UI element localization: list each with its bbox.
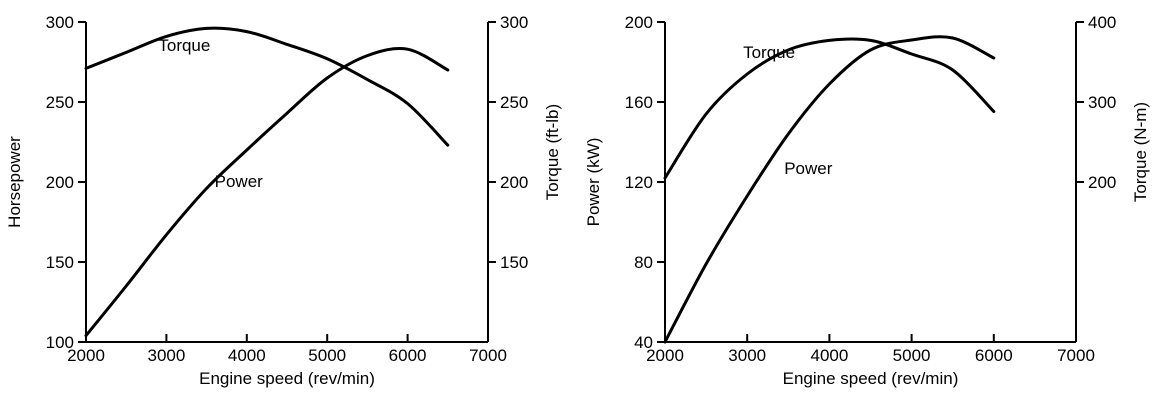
chart-power-kw-torque-nm: 2000 3000 4000 5000 6000 7000 40 80 120 160 200 200… <box>584 13 1150 388</box>
power-curve-label: Power <box>784 159 833 178</box>
right-y-tick-label: 200 <box>1088 173 1116 192</box>
right-y-tick-label: 150 <box>500 253 528 272</box>
right-y-axis-title: Torque (ft-lb) <box>543 104 562 200</box>
torque-curve-label: Torque <box>158 36 210 55</box>
left-y-tick-label: 80 <box>634 253 653 272</box>
left-y-tick-label: 200 <box>46 173 74 192</box>
right-y-tick-label: 300 <box>1088 93 1116 112</box>
left-y-axis-title: Horsepower <box>5 136 24 228</box>
power-curve <box>663 35 996 344</box>
left-y-tick-label: 100 <box>46 333 74 352</box>
x-tick-label: 4000 <box>810 346 848 365</box>
x-tick-label: 3000 <box>147 346 185 365</box>
left-y-tick-label: 250 <box>46 93 74 112</box>
left-y-tick-label: 160 <box>625 93 653 112</box>
x-tick-label: 7000 <box>1057 346 1095 365</box>
right-y-tick-label: 300 <box>500 13 528 32</box>
x-tick-label: 6000 <box>975 346 1013 365</box>
x-axis-title: Engine speed (rev/min) <box>783 369 959 388</box>
right-y-axis-title: Torque (N-m) <box>1131 102 1150 202</box>
power-curve <box>84 47 450 338</box>
right-y-tick-label: 400 <box>1088 13 1116 32</box>
chart-horsepower-torque: 2000 3000 4000 5000 6000 7000 100 150 200 250 300 1… <box>5 13 562 388</box>
x-tick-label: 5000 <box>308 346 346 365</box>
x-tick-label: 2000 <box>67 346 105 365</box>
power-curve-label: Power <box>215 172 264 191</box>
torque-curve <box>663 37 996 180</box>
right-y-tick-label: 250 <box>500 93 528 112</box>
left-y-tick-label: 40 <box>634 333 653 352</box>
left-y-tick-label: 300 <box>46 13 74 32</box>
left-y-tick-label: 120 <box>625 173 653 192</box>
torque-curve <box>84 26 450 147</box>
x-tick-label: 7000 <box>469 346 507 365</box>
left-y-axis-title: Power (kW) <box>584 138 603 227</box>
x-tick-label: 3000 <box>728 346 766 365</box>
torque-curve-label: Torque <box>743 43 795 62</box>
right-y-tick-label: 200 <box>500 173 528 192</box>
x-tick-label: 2000 <box>646 346 684 365</box>
left-y-tick-label: 200 <box>625 13 653 32</box>
x-axis-title: Engine speed (rev/min) <box>199 369 375 388</box>
x-tick-label: 4000 <box>228 346 266 365</box>
left-y-tick-label: 150 <box>46 253 74 272</box>
x-tick-label: 5000 <box>893 346 931 365</box>
x-tick-label: 6000 <box>389 346 427 365</box>
